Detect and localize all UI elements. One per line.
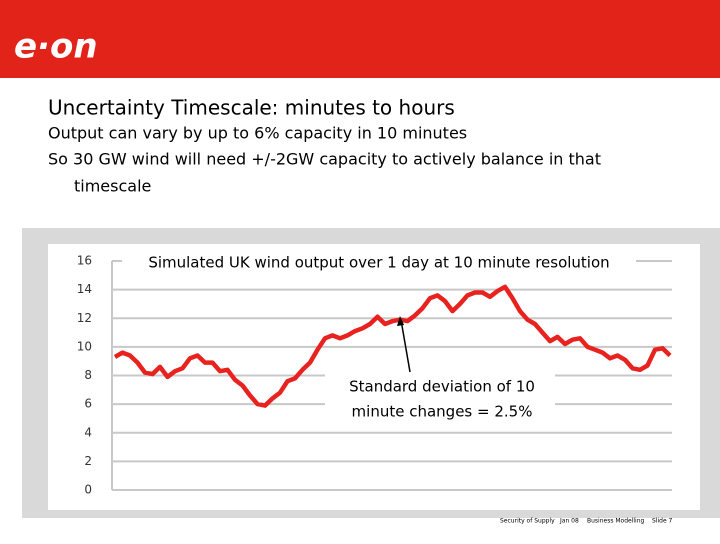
- y-tick-label: 4: [84, 425, 92, 439]
- y-tick-label: 2: [84, 454, 92, 468]
- chart-title: Simulated UK wind output over 1 day at 1…: [148, 254, 609, 272]
- annotation: Standard deviation of 10: [349, 378, 535, 396]
- arrow-head: [397, 316, 404, 326]
- y-tick-label: 6: [84, 397, 92, 411]
- chart-title-box: [122, 244, 636, 280]
- footer-text: Business Modelling: [587, 518, 645, 525]
- data-line: [113, 284, 672, 408]
- annotation-box: [325, 372, 555, 424]
- body-line: So 30 GW wind will need +/-2GW capacity …: [48, 150, 601, 169]
- y-tick-label: 10: [77, 339, 92, 353]
- y-tick-label: 0: [84, 483, 92, 497]
- y-tick-label: 8: [84, 368, 92, 382]
- annotation-arrow: [400, 319, 411, 373]
- header-bar: [0, 0, 720, 78]
- y-tick-label: 16: [77, 254, 92, 268]
- y-tick-label: 14: [77, 282, 92, 296]
- body-line: timescale: [74, 177, 151, 196]
- slide-title: Uncertainty Timescale: minutes to hours: [48, 96, 455, 120]
- annotation: minute changes = 2.5%: [352, 403, 533, 421]
- logo: e·on: [14, 27, 98, 67]
- footer-text: Jan 08: [559, 518, 579, 525]
- y-tick-label: 12: [77, 311, 92, 325]
- footer-text: Slide 7: [652, 518, 673, 525]
- body-line: Output can vary by up to 6% capacity in …: [48, 124, 467, 143]
- footer-text: Security of Supply: [500, 518, 555, 525]
